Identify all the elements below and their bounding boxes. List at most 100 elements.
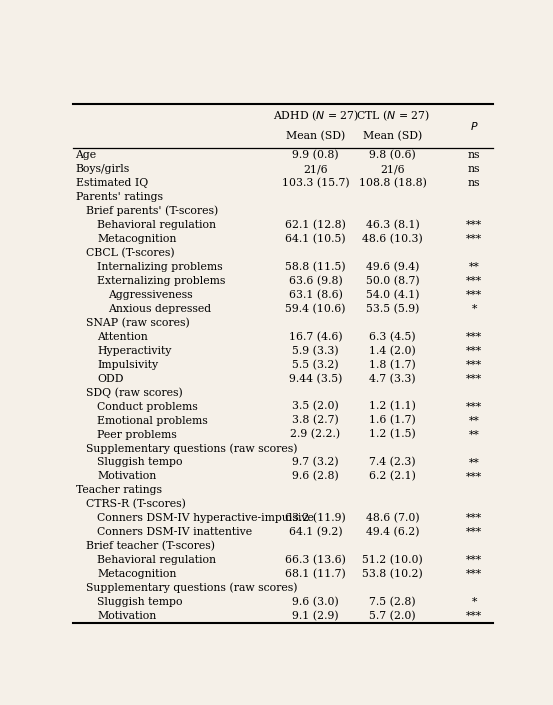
Text: 1.6 (1.7): 1.6 (1.7) — [369, 415, 416, 426]
Text: Estimated IQ: Estimated IQ — [76, 178, 148, 188]
Text: 7.4 (2.3): 7.4 (2.3) — [369, 458, 416, 467]
Text: ***: *** — [466, 513, 482, 523]
Text: 58.8 (11.5): 58.8 (11.5) — [285, 262, 346, 272]
Text: 51.2 (10.0): 51.2 (10.0) — [362, 555, 423, 565]
Text: CTRS-R (T-scores): CTRS-R (T-scores) — [86, 499, 186, 510]
Text: 46.3 (8.1): 46.3 (8.1) — [366, 220, 420, 230]
Text: CBCL (T-scores): CBCL (T-scores) — [86, 247, 175, 258]
Text: 9.1 (2.9): 9.1 (2.9) — [292, 611, 339, 621]
Text: ***: *** — [466, 472, 482, 482]
Text: 2.9 (2.2.): 2.9 (2.2.) — [290, 429, 341, 440]
Text: Metacognition: Metacognition — [97, 234, 176, 244]
Text: ***: *** — [466, 360, 482, 369]
Text: 6.3 (4.5): 6.3 (4.5) — [369, 331, 416, 342]
Text: Attention: Attention — [97, 332, 148, 342]
Text: 49.4 (6.2): 49.4 (6.2) — [366, 527, 419, 537]
Text: 66.3 (13.6): 66.3 (13.6) — [285, 555, 346, 565]
Text: ***: *** — [466, 402, 482, 412]
Text: 5.7 (2.0): 5.7 (2.0) — [369, 611, 416, 621]
Text: Internalizing problems: Internalizing problems — [97, 262, 223, 272]
Text: ***: *** — [466, 332, 482, 342]
Text: 9.6 (2.8): 9.6 (2.8) — [292, 471, 339, 482]
Text: CTL ($N$ = 27): CTL ($N$ = 27) — [356, 109, 430, 123]
Text: 63.6 (9.8): 63.6 (9.8) — [289, 276, 342, 286]
Text: 108.8 (18.8): 108.8 (18.8) — [359, 178, 426, 188]
Text: 63.2 (11.9): 63.2 (11.9) — [285, 513, 346, 524]
Text: **: ** — [469, 415, 479, 426]
Text: Motivation: Motivation — [97, 472, 156, 482]
Text: Mean (SD): Mean (SD) — [363, 130, 422, 141]
Text: 21/6: 21/6 — [303, 164, 328, 174]
Text: **: ** — [469, 429, 479, 439]
Text: Anxious depressed: Anxious depressed — [108, 304, 211, 314]
Text: ns: ns — [468, 164, 481, 174]
Text: ns: ns — [468, 150, 481, 160]
Text: 16.7 (4.6): 16.7 (4.6) — [289, 331, 342, 342]
Text: Brief teacher (T-scores): Brief teacher (T-scores) — [86, 541, 215, 551]
Text: Externalizing problems: Externalizing problems — [97, 276, 226, 286]
Text: 48.6 (7.0): 48.6 (7.0) — [366, 513, 420, 524]
Text: 1.8 (1.7): 1.8 (1.7) — [369, 360, 416, 370]
Text: ***: *** — [466, 556, 482, 565]
Text: 48.6 (10.3): 48.6 (10.3) — [362, 234, 423, 244]
Text: 9.6 (3.0): 9.6 (3.0) — [292, 597, 339, 607]
Text: Conners DSM-IV hyperactive-impulsive: Conners DSM-IV hyperactive-impulsive — [97, 513, 314, 523]
Text: ***: *** — [466, 290, 482, 300]
Text: 64.1 (10.5): 64.1 (10.5) — [285, 234, 346, 244]
Text: Boys/girls: Boys/girls — [76, 164, 130, 174]
Text: Behavioral regulation: Behavioral regulation — [97, 220, 216, 230]
Text: 5.5 (3.2): 5.5 (3.2) — [292, 360, 339, 370]
Text: ***: *** — [466, 234, 482, 244]
Text: Hyperactivity: Hyperactivity — [97, 345, 171, 356]
Text: 21/6: 21/6 — [380, 164, 405, 174]
Text: **: ** — [469, 262, 479, 272]
Text: *: * — [472, 304, 477, 314]
Text: 9.44 (3.5): 9.44 (3.5) — [289, 374, 342, 384]
Text: ns: ns — [468, 178, 481, 188]
Text: 53.8 (10.2): 53.8 (10.2) — [362, 569, 423, 580]
Text: Sluggish tempo: Sluggish tempo — [97, 597, 182, 607]
Text: 9.9 (0.8): 9.9 (0.8) — [292, 150, 339, 160]
Text: $P$: $P$ — [470, 120, 478, 132]
Text: **: ** — [469, 458, 479, 467]
Text: Parents' ratings: Parents' ratings — [76, 192, 163, 202]
Text: 54.0 (4.1): 54.0 (4.1) — [366, 290, 419, 300]
Text: SDQ (raw scores): SDQ (raw scores) — [86, 387, 183, 398]
Text: Brief parents' (T-scores): Brief parents' (T-scores) — [86, 206, 218, 216]
Text: SNAP (raw scores): SNAP (raw scores) — [86, 317, 190, 328]
Text: Conduct problems: Conduct problems — [97, 402, 198, 412]
Text: 9.8 (0.6): 9.8 (0.6) — [369, 150, 416, 160]
Text: 1.4 (2.0): 1.4 (2.0) — [369, 345, 416, 356]
Text: ***: *** — [466, 374, 482, 384]
Text: 63.1 (8.6): 63.1 (8.6) — [289, 290, 342, 300]
Text: 53.5 (5.9): 53.5 (5.9) — [366, 304, 419, 314]
Text: 62.1 (12.8): 62.1 (12.8) — [285, 220, 346, 230]
Text: 103.3 (15.7): 103.3 (15.7) — [281, 178, 349, 188]
Text: Behavioral regulation: Behavioral regulation — [97, 556, 216, 565]
Text: 6.2 (2.1): 6.2 (2.1) — [369, 471, 416, 482]
Text: ***: *** — [466, 220, 482, 230]
Text: Peer problems: Peer problems — [97, 429, 177, 439]
Text: Motivation: Motivation — [97, 611, 156, 621]
Text: 64.1 (9.2): 64.1 (9.2) — [289, 527, 342, 537]
Text: Sluggish tempo: Sluggish tempo — [97, 458, 182, 467]
Text: 1.2 (1.1): 1.2 (1.1) — [369, 401, 416, 412]
Text: 9.7 (3.2): 9.7 (3.2) — [292, 458, 339, 467]
Text: ***: *** — [466, 611, 482, 621]
Text: ***: *** — [466, 527, 482, 537]
Text: 49.6 (9.4): 49.6 (9.4) — [366, 262, 419, 272]
Text: 1.2 (1.5): 1.2 (1.5) — [369, 429, 416, 440]
Text: ADHD ($N$ = 27): ADHD ($N$ = 27) — [273, 109, 358, 123]
Text: 5.9 (3.3): 5.9 (3.3) — [292, 345, 339, 356]
Text: Supplementary questions (raw scores): Supplementary questions (raw scores) — [86, 583, 298, 594]
Text: Metacognition: Metacognition — [97, 569, 176, 580]
Text: ***: *** — [466, 569, 482, 580]
Text: Supplementary questions (raw scores): Supplementary questions (raw scores) — [86, 443, 298, 454]
Text: ***: *** — [466, 276, 482, 286]
Text: Age: Age — [76, 150, 97, 160]
Text: Aggressiveness: Aggressiveness — [108, 290, 192, 300]
Text: 50.0 (8.7): 50.0 (8.7) — [366, 276, 420, 286]
Text: Teacher ratings: Teacher ratings — [76, 485, 161, 496]
Text: Conners DSM-IV inattentive: Conners DSM-IV inattentive — [97, 527, 252, 537]
Text: 59.4 (10.6): 59.4 (10.6) — [285, 304, 346, 314]
